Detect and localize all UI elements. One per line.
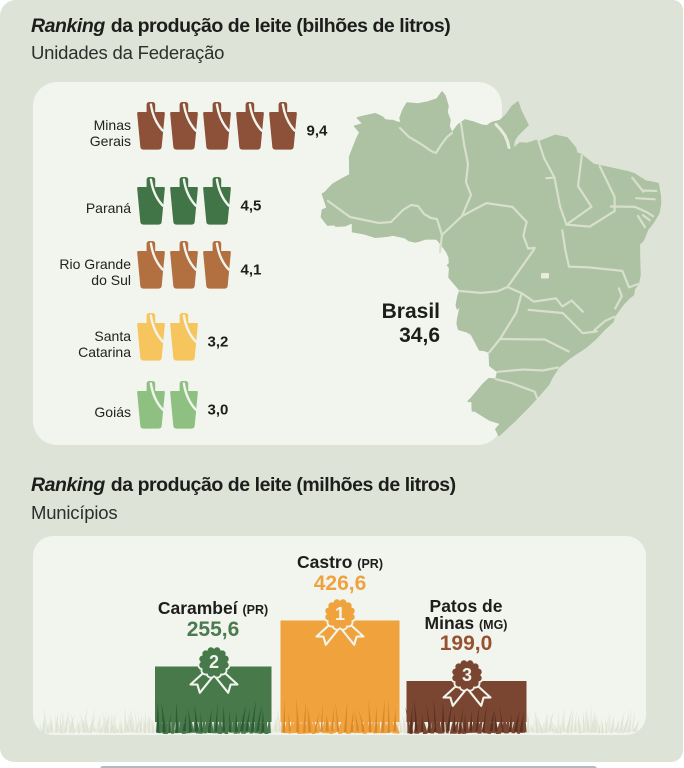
svg-text:3: 3 <box>461 665 471 685</box>
svg-text:1: 1 <box>335 604 345 624</box>
svg-text:2: 2 <box>208 652 218 672</box>
